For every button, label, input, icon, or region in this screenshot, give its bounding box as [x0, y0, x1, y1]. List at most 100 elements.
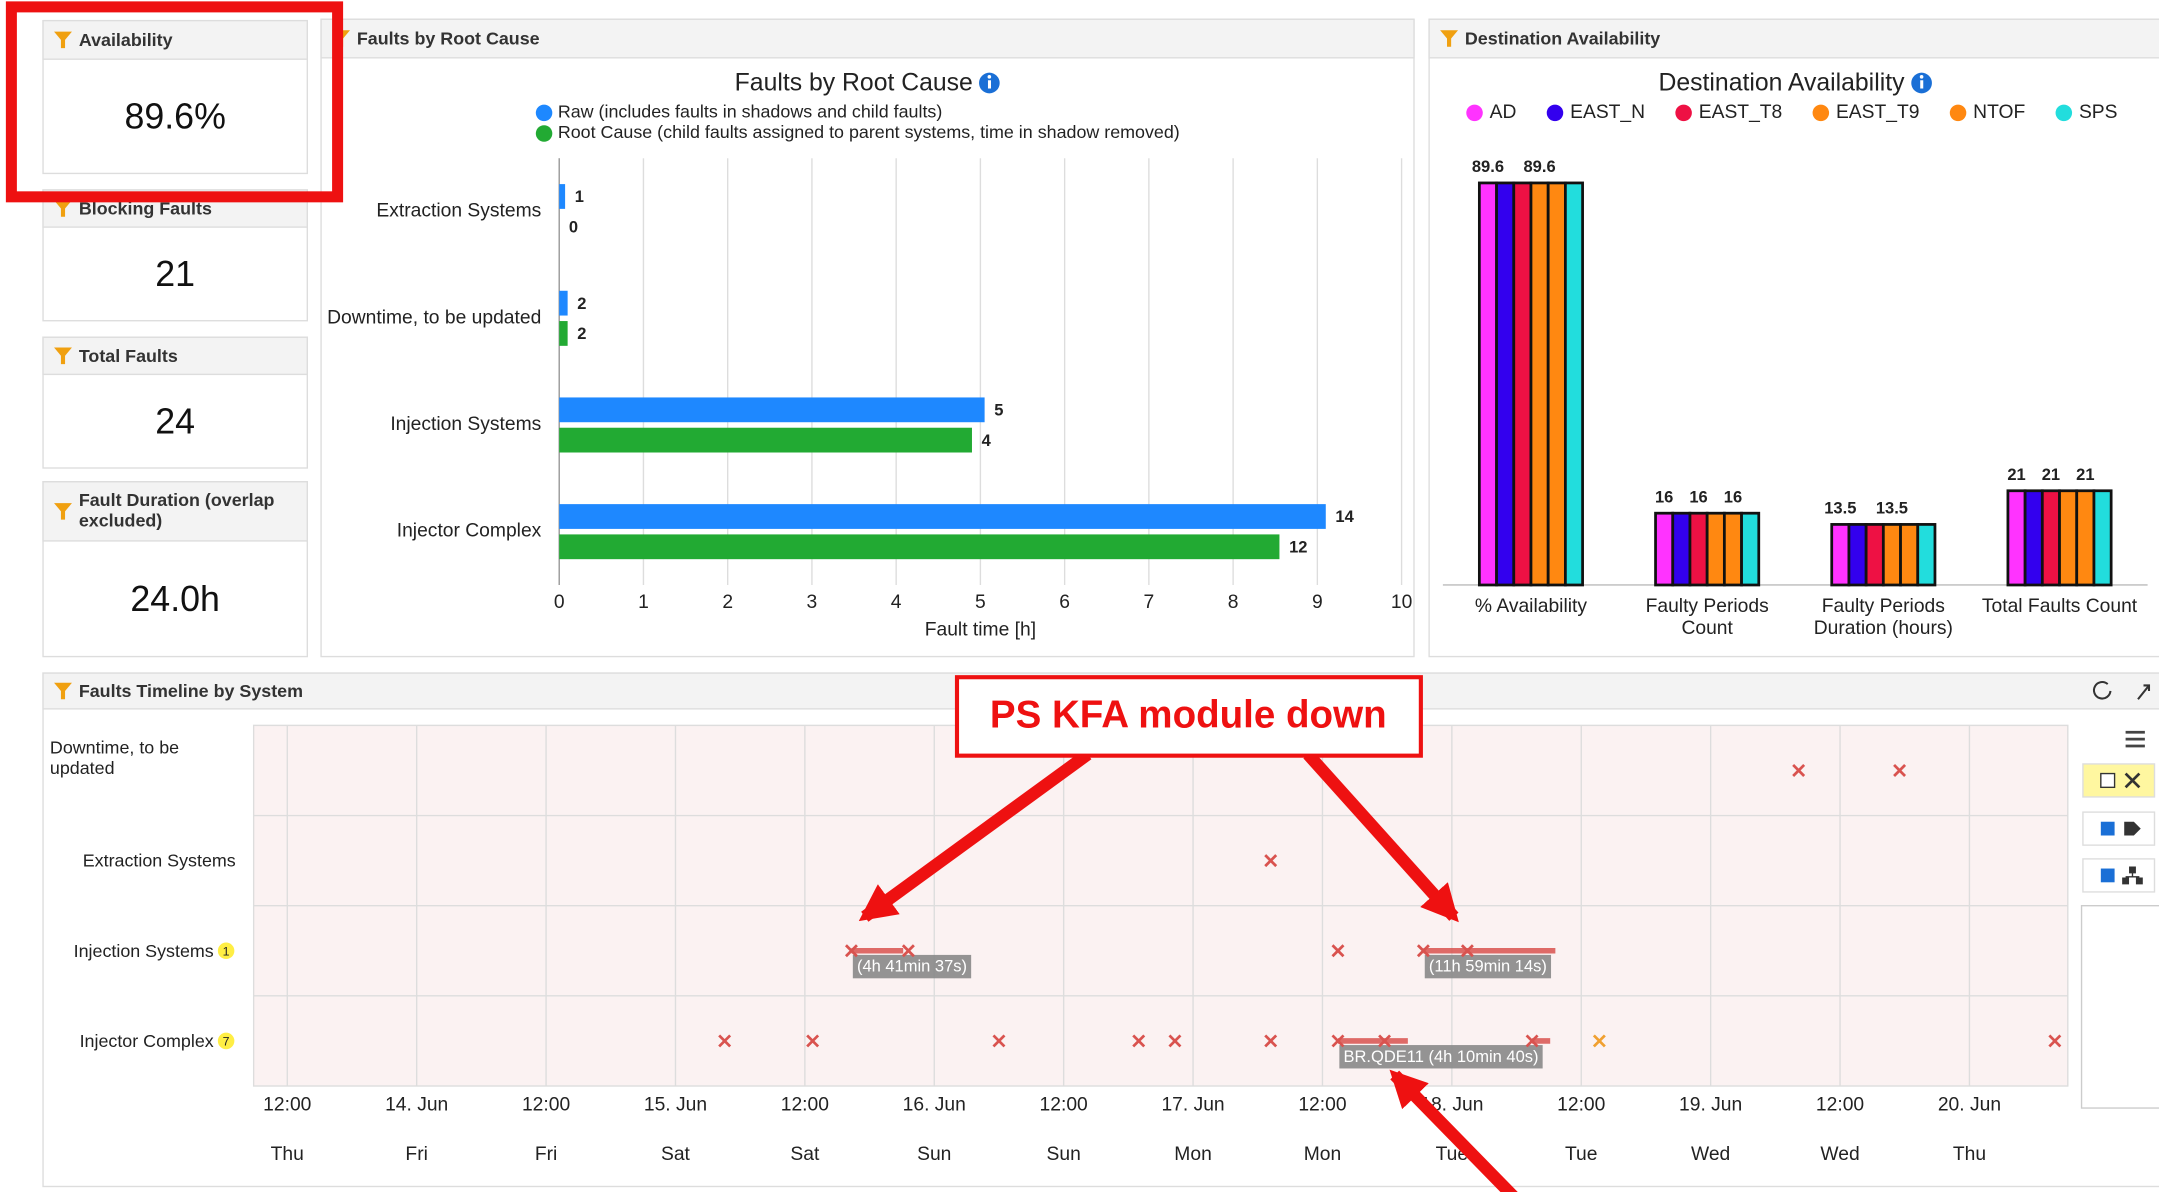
x-tick-label: 0 — [554, 592, 565, 613]
badge-label: 7 — [223, 1035, 230, 1049]
x-tick-label: 12:00 — [1816, 1094, 1864, 1115]
bar — [1705, 511, 1726, 587]
count-label: 14 — [1335, 508, 1354, 526]
panel-title: Destination Availability — [1465, 29, 1660, 49]
bar — [559, 184, 566, 209]
x-tick-label: 10 — [1391, 592, 1412, 613]
bar — [1529, 181, 1550, 587]
info-icon — [1919, 75, 1924, 79]
kpi-value: 89.6% — [124, 97, 225, 137]
bar — [559, 397, 985, 423]
fault-marker — [1416, 944, 1430, 958]
fault-marker — [718, 1034, 732, 1048]
x-axis-title: Fault time [h] — [925, 620, 1036, 641]
bar — [559, 290, 568, 316]
checkbox[interactable] — [2100, 772, 2116, 789]
panel-header — [320, 18, 1415, 59]
x-tick-label: 12:00 — [781, 1094, 829, 1115]
period-label: (11h 59min 14s) — [1429, 958, 1547, 976]
badge — [217, 942, 235, 960]
bar — [2058, 489, 2079, 587]
bar — [1916, 523, 1937, 587]
arrow — [1303, 750, 1459, 923]
bar — [2092, 489, 2113, 587]
row-label: Injection Systems — [74, 941, 214, 961]
legend-label: EAST_T9 — [1836, 102, 1920, 123]
menu-icon[interactable] — [2125, 730, 2145, 748]
legend-label: NTOF — [1973, 102, 2025, 123]
toggle[interactable] — [2082, 763, 2156, 798]
fault-marker — [1525, 1034, 1539, 1048]
kpi-value: 21 — [155, 254, 195, 294]
bar — [2040, 489, 2061, 587]
x-tick-label: 17. Jun — [1161, 1094, 1224, 1115]
period-label-bg — [1339, 1045, 1543, 1069]
x-tick-label: 12:00 — [522, 1094, 570, 1115]
panel-title: Availability — [79, 30, 173, 50]
value-label: 21 — [2076, 466, 2094, 484]
legend-marker — [1466, 104, 1483, 122]
fault-marker — [1893, 763, 1907, 777]
legend-label: AD — [1490, 102, 1517, 123]
fault-marker — [1331, 1034, 1345, 1048]
value-label: 21 — [2007, 466, 2025, 484]
toolbar — [2080, 681, 2159, 1109]
x-tick-label: 12:00 — [1040, 1094, 1088, 1115]
fault-marker — [1264, 1034, 1278, 1048]
badge — [217, 1032, 235, 1050]
toggle[interactable] — [2082, 858, 2156, 893]
kpi-value: 24.0h — [130, 579, 220, 619]
x-tick-weekday: Tue — [1565, 1144, 1597, 1165]
checkbox[interactable] — [2100, 821, 2115, 836]
x-tick-weekday: Sun — [917, 1144, 951, 1165]
count-label: 12 — [1289, 539, 1307, 557]
panel-header — [42, 336, 309, 376]
x-tick-label: 16. Jun — [903, 1094, 966, 1115]
count-label: 2 — [577, 295, 586, 313]
panel-title: Fault Duration (overlap excluded) — [79, 490, 275, 531]
filter-icon — [54, 503, 72, 520]
bar — [1864, 523, 1885, 587]
badge-label: 1 — [223, 944, 230, 958]
x-tick-label: Faulty Periods Duration (hours) — [1814, 596, 1953, 639]
x-tick-weekday: Wed — [1691, 1144, 1730, 1165]
x-tick-label: 1 — [638, 592, 649, 613]
relations-legend — [2080, 905, 2159, 1109]
info-icon — [987, 80, 992, 89]
value-label: 21 — [2042, 466, 2060, 484]
panel-header — [42, 19, 309, 60]
value-label: 89.6 — [1524, 158, 1556, 176]
panel-title: Blocking Faults — [79, 199, 212, 219]
value-label: 16 — [1689, 488, 1707, 506]
value-label: 89.6 — [1472, 158, 1504, 176]
filter-icon — [1440, 30, 1459, 47]
x-tick-label: 20. Jun — [1938, 1094, 2001, 1115]
x-tick-weekday: Thu — [1953, 1144, 1986, 1165]
toggle[interactable] — [2082, 811, 2156, 846]
period-label-bg — [1424, 954, 1552, 979]
period-label: BR.QDE11 (4h 10min 40s) — [1343, 1048, 1538, 1066]
bar — [1512, 181, 1533, 587]
bar — [1830, 523, 1851, 587]
info-icon — [1920, 80, 1924, 89]
header-icons[interactable] — [2092, 681, 2151, 700]
highlight-box — [5, 1, 344, 203]
legend-marker — [535, 104, 553, 122]
value-label: 13.5 — [1876, 500, 1908, 518]
x-tick-label: 5 — [975, 592, 986, 613]
fault-marker — [992, 1034, 1006, 1048]
fault-marker — [1132, 1034, 1146, 1048]
value-label: 16 — [1724, 488, 1742, 506]
checkbox[interactable] — [2100, 868, 2115, 883]
x-tick-label: 12:00 — [263, 1094, 311, 1115]
bar — [1740, 511, 1761, 587]
bar — [1722, 511, 1743, 587]
x-tick-weekday: Wed — [1820, 1144, 1859, 1165]
bar — [1654, 511, 1675, 587]
x-tick-label: % Availability — [1475, 596, 1587, 617]
legend-marker — [2055, 104, 2073, 122]
icon — [2124, 821, 2141, 836]
fault-marker — [1331, 944, 1345, 958]
